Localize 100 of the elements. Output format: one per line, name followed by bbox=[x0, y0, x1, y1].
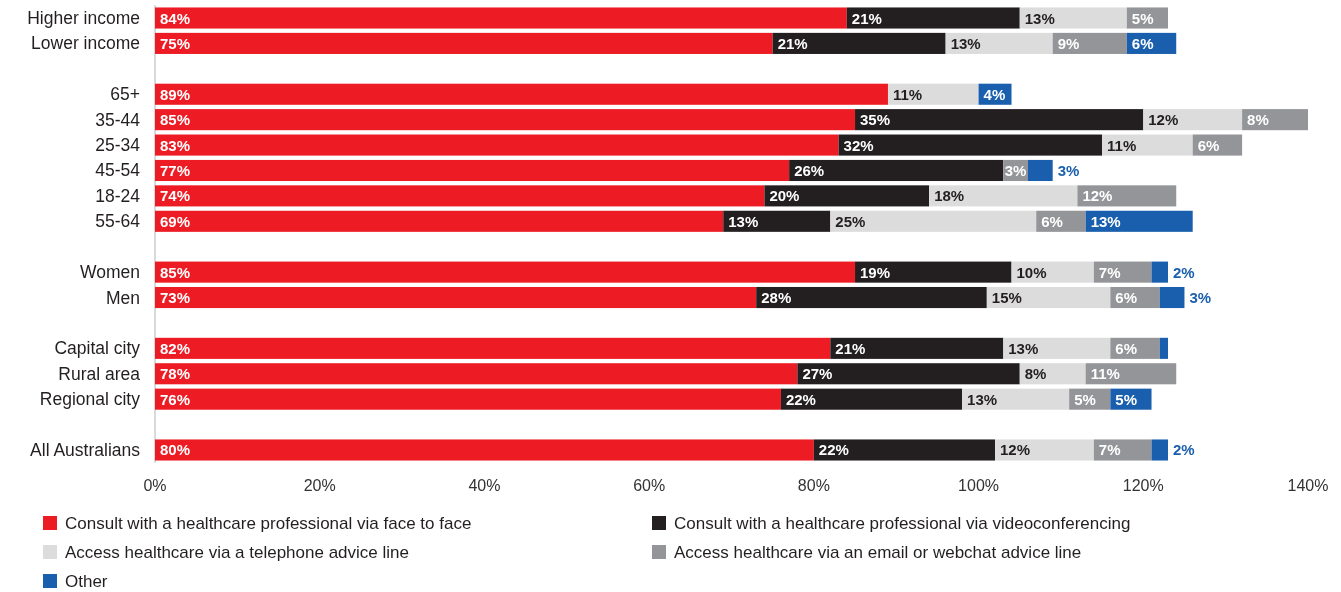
data-label: 10% bbox=[1016, 263, 1047, 281]
bar bbox=[723, 210, 831, 232]
bar bbox=[1027, 159, 1053, 182]
bar bbox=[155, 185, 765, 207]
bar bbox=[855, 109, 1144, 131]
data-label: 83% bbox=[160, 136, 191, 154]
data-label: 3% bbox=[1004, 161, 1027, 179]
y-tick-label: Regional city bbox=[39, 389, 141, 410]
data-label: 8% bbox=[1024, 365, 1047, 383]
data-label: 13% bbox=[950, 34, 981, 52]
data-label: 6% bbox=[1197, 136, 1220, 154]
data-label: 21% bbox=[777, 34, 808, 52]
y-tick-label: 65+ bbox=[110, 84, 140, 105]
bar bbox=[813, 439, 996, 461]
data-label: 12% bbox=[1000, 441, 1031, 459]
bar bbox=[1102, 134, 1193, 156]
data-label: 8% bbox=[1247, 111, 1269, 129]
data-label: 18% bbox=[934, 187, 965, 205]
x-tick-label: 100% bbox=[958, 476, 1000, 494]
y-tick-label: All Australians bbox=[30, 439, 141, 460]
bar bbox=[1159, 286, 1185, 309]
bar bbox=[1151, 439, 1168, 461]
bar bbox=[155, 363, 798, 385]
data-label: 22% bbox=[818, 441, 849, 459]
bar bbox=[772, 32, 946, 54]
data-label: 26% bbox=[794, 161, 825, 179]
bar bbox=[1019, 7, 1127, 29]
bar bbox=[756, 286, 987, 309]
x-tick-label: 140% bbox=[1287, 476, 1329, 494]
legend-label: Access healthcare via a telephone advice line bbox=[65, 542, 409, 562]
bar bbox=[155, 261, 856, 283]
x-tick-label: 40% bbox=[468, 476, 501, 494]
data-label: 13% bbox=[1024, 9, 1055, 27]
bar bbox=[1003, 337, 1111, 359]
bar bbox=[1159, 337, 1168, 359]
y-tick-label: 35-44 bbox=[95, 109, 141, 130]
data-label: 80% bbox=[160, 441, 191, 459]
data-label: 13% bbox=[728, 212, 759, 230]
data-label: 6% bbox=[1115, 289, 1138, 307]
bar bbox=[155, 109, 856, 131]
data-label: 7% bbox=[1098, 441, 1121, 459]
bar bbox=[155, 439, 814, 461]
bar bbox=[1151, 261, 1168, 283]
data-label: 11% bbox=[1090, 365, 1120, 383]
data-label: 89% bbox=[160, 85, 191, 103]
bar bbox=[155, 134, 839, 156]
data-label: 21% bbox=[835, 339, 866, 357]
data-label: 20% bbox=[769, 187, 800, 205]
data-label: 7% bbox=[1098, 263, 1121, 281]
data-label: 74% bbox=[160, 187, 191, 205]
data-label: 6% bbox=[1131, 34, 1154, 52]
data-label: 6% bbox=[1041, 212, 1063, 230]
data-label: 11% bbox=[1107, 136, 1137, 154]
bar bbox=[155, 210, 724, 232]
bar bbox=[855, 261, 1012, 283]
data-label: 21% bbox=[851, 9, 882, 27]
bar bbox=[1077, 185, 1177, 207]
bar bbox=[830, 210, 1037, 232]
data-label: 13% bbox=[1090, 212, 1121, 230]
data-label: 12% bbox=[1082, 187, 1113, 205]
y-tick-label: 45-54 bbox=[95, 160, 141, 181]
y-tick-label: Rural area bbox=[58, 363, 141, 384]
bar bbox=[846, 7, 1020, 29]
data-label: 75% bbox=[160, 34, 191, 52]
data-label: 13% bbox=[1008, 339, 1039, 357]
data-label: 69% bbox=[160, 212, 191, 230]
data-label: 13% bbox=[967, 390, 998, 408]
data-label: 27% bbox=[802, 365, 833, 383]
data-label: 5% bbox=[1115, 390, 1138, 408]
data-label: 2% bbox=[1172, 263, 1195, 281]
bar bbox=[962, 388, 1070, 410]
bar bbox=[155, 32, 773, 54]
y-tick-label: Men bbox=[105, 287, 140, 308]
y-tick-label: Higher income bbox=[27, 8, 140, 29]
x-tick-label: 20% bbox=[303, 476, 336, 494]
legend-label: Access healthcare via an email or webchat advice line bbox=[674, 542, 1082, 562]
data-label: 12% bbox=[1148, 111, 1179, 129]
data-label: 76% bbox=[160, 390, 191, 408]
data-label: 3% bbox=[1189, 289, 1212, 307]
data-label: 6% bbox=[1115, 339, 1138, 357]
bar bbox=[764, 185, 930, 207]
legend-label: Other bbox=[65, 571, 108, 591]
bar bbox=[1093, 439, 1152, 461]
x-tick-label: 120% bbox=[1122, 476, 1164, 494]
bar bbox=[830, 337, 1004, 359]
data-label: 5% bbox=[1074, 390, 1096, 408]
data-label: 28% bbox=[761, 289, 792, 307]
bar bbox=[780, 388, 963, 410]
data-label: 9% bbox=[1057, 34, 1080, 52]
data-label: 11% bbox=[892, 85, 923, 103]
x-tick-label: 80% bbox=[797, 476, 830, 494]
bar bbox=[929, 185, 1078, 207]
data-label: 35% bbox=[860, 111, 891, 129]
y-tick-label: 25-34 bbox=[95, 135, 141, 156]
bar bbox=[155, 388, 781, 410]
y-tick-label: Women bbox=[80, 262, 140, 283]
bar bbox=[995, 439, 1094, 461]
data-label: 2% bbox=[1172, 441, 1195, 459]
x-tick-label: 0% bbox=[143, 476, 167, 494]
y-tick-label: 55-64 bbox=[95, 211, 141, 232]
